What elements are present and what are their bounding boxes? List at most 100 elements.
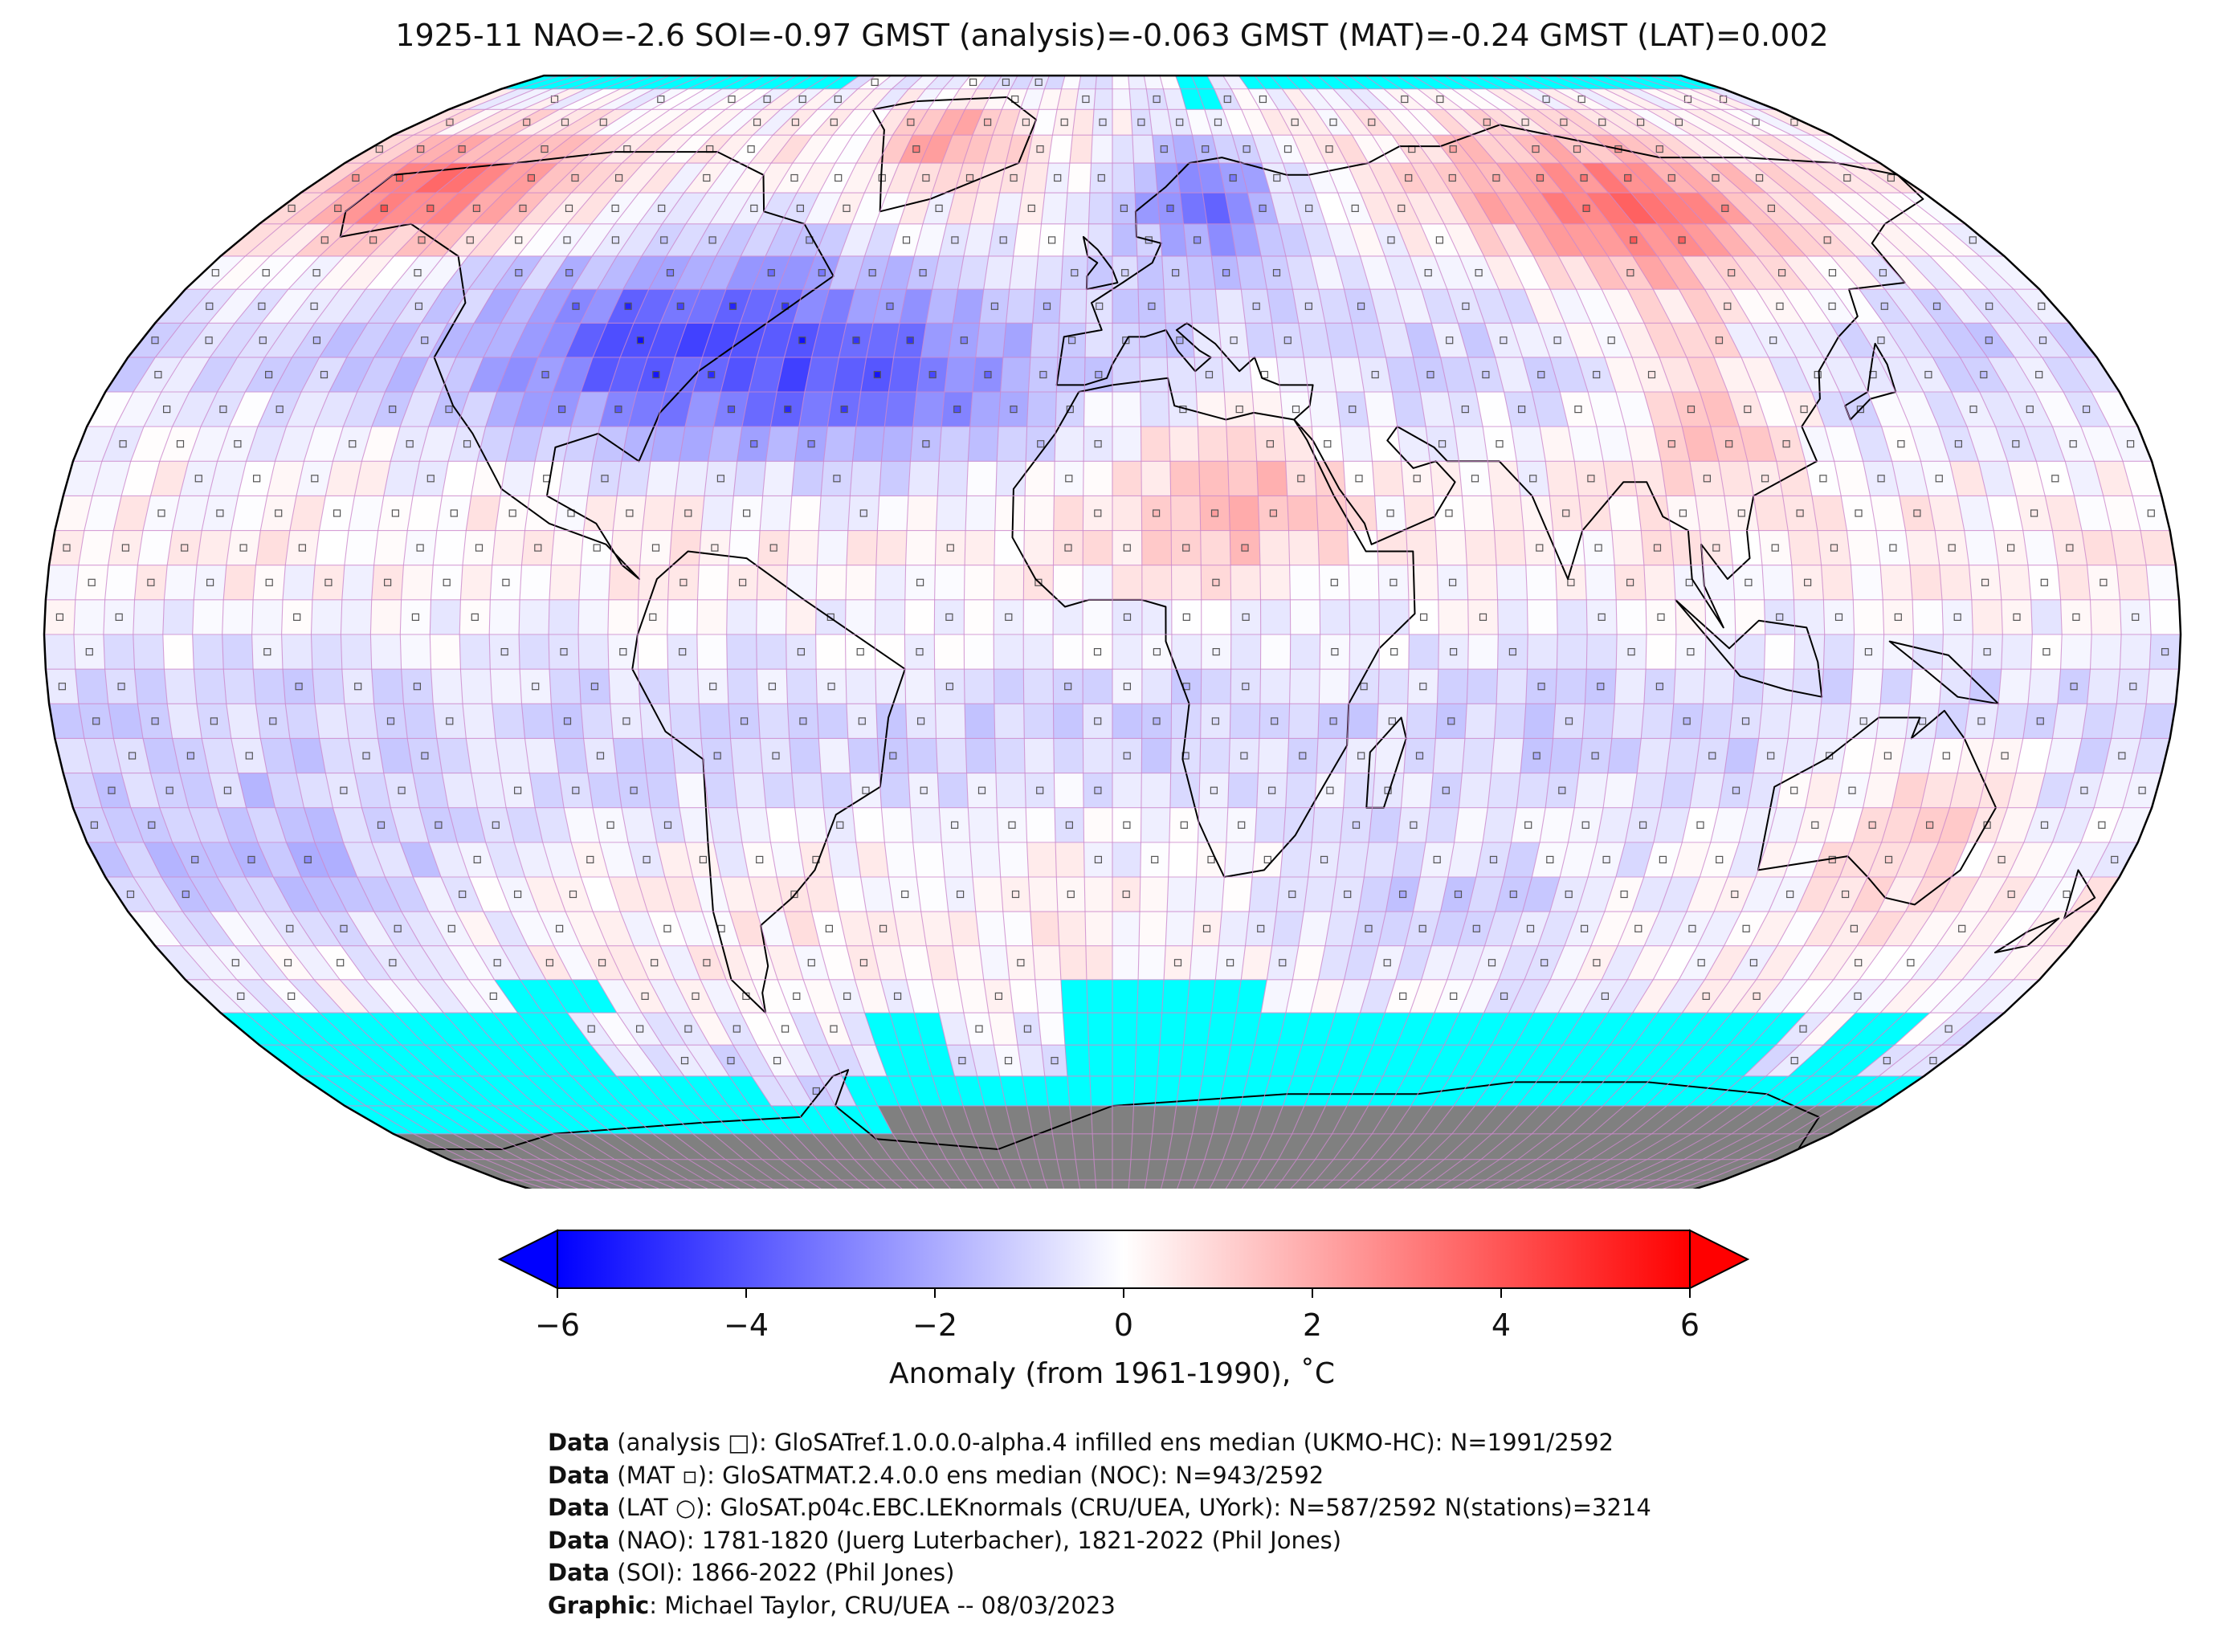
- grid-cell: [1494, 703, 1527, 739]
- analysis-marker: [1634, 924, 1642, 932]
- analysis-marker: [63, 544, 71, 552]
- grid-cell: [875, 668, 906, 704]
- analysis-marker: [641, 992, 649, 1001]
- grid-cell: [1083, 738, 1113, 773]
- grid-cell: [1602, 460, 1638, 496]
- analysis-marker: [1297, 475, 1305, 483]
- analysis-marker: [1542, 95, 1550, 104]
- grid-cell: [969, 391, 1002, 427]
- grid-cell: [1660, 460, 1696, 496]
- analysis-marker: [1259, 95, 1267, 104]
- grid-cell: [1041, 192, 1068, 225]
- analysis-marker: [1761, 475, 1769, 483]
- grid-cell: [255, 530, 291, 566]
- grid-cell: [1169, 773, 1201, 809]
- grid-cell: [1059, 945, 1088, 981]
- grid-cell: [1059, 288, 1088, 324]
- analysis-marker: [1977, 717, 1985, 725]
- grid-cell: [1112, 945, 1140, 981]
- analysis-marker: [1010, 406, 1018, 414]
- grid-cell: [1462, 496, 1495, 531]
- grid-cell: [1083, 807, 1113, 843]
- grid-cell: [845, 599, 876, 635]
- analysis-marker: [1702, 992, 1710, 1001]
- analysis-marker: [1326, 786, 1334, 794]
- grid-cell: [765, 807, 800, 843]
- grid-cell: [1166, 876, 1197, 912]
- grid-cell: [1851, 565, 1883, 601]
- grid-cell: [1112, 979, 1139, 1014]
- analysis-marker: [1487, 959, 1496, 967]
- grid-cell: [1137, 945, 1166, 981]
- grid-cell: [133, 599, 165, 635]
- analysis-marker: [920, 786, 928, 794]
- analysis-marker: [843, 204, 851, 212]
- analysis-marker: [493, 959, 501, 967]
- grid-cell: [1401, 773, 1434, 809]
- grid-cell: [1287, 496, 1319, 531]
- analysis-marker: [1214, 118, 1222, 126]
- analysis-marker: [1752, 118, 1760, 126]
- grid-cell: [964, 668, 995, 704]
- grid-cell: [226, 703, 261, 739]
- analysis-marker: [2132, 613, 2140, 622]
- analysis-marker: [1954, 440, 1962, 448]
- coastline-japan: [1844, 342, 1897, 421]
- grid-cell: [587, 773, 622, 809]
- analysis-marker: [1226, 959, 1234, 967]
- analysis-marker: [1351, 204, 1359, 212]
- analysis-marker: [377, 821, 386, 829]
- grid-cell: [875, 599, 906, 635]
- analysis-marker: [1496, 440, 1504, 448]
- analysis-marker: [1985, 337, 1993, 345]
- grid-cell: [1140, 391, 1170, 427]
- meridian-line: [607, 75, 845, 1189]
- meridian-line: [904, 75, 1002, 1189]
- analysis-marker: [790, 173, 798, 182]
- grid-cell: [1183, 1012, 1212, 1046]
- analysis-marker: [1399, 992, 1407, 1001]
- grid-cell: [1290, 634, 1320, 670]
- analysis-marker: [835, 173, 843, 182]
- grid-cell: [2060, 634, 2092, 670]
- grid-cell: [879, 460, 911, 496]
- analysis-marker: [666, 269, 675, 277]
- analysis-marker: [713, 752, 721, 760]
- grid-cell: [164, 668, 198, 704]
- grid-cell: [1112, 565, 1143, 601]
- analysis-marker: [1553, 337, 1561, 345]
- analysis-marker: [219, 406, 227, 414]
- analysis-marker: [1521, 118, 1529, 126]
- analysis-marker: [652, 370, 660, 379]
- analysis-marker: [1778, 269, 1786, 277]
- grid-cell: [1308, 391, 1341, 427]
- grid-cell: [1289, 565, 1320, 601]
- analysis-marker: [1565, 890, 1573, 899]
- analysis-marker: [234, 440, 242, 448]
- meridian-line: [1380, 75, 1618, 1189]
- grid-cell: [314, 703, 349, 739]
- analysis-marker: [1843, 173, 1851, 182]
- meridian-line: [251, 75, 655, 1189]
- grid-cell: [1092, 1133, 1113, 1160]
- grid-cell: [1229, 703, 1261, 739]
- analysis-marker: [1483, 118, 1491, 126]
- grid-cell: [1053, 703, 1083, 739]
- grid-cell: [1787, 703, 1822, 739]
- grid-cell: [1168, 842, 1198, 878]
- meridian-line: [1475, 75, 1796, 1189]
- grid-cell: [222, 565, 256, 601]
- analysis-marker: [565, 204, 573, 212]
- analysis-marker: [1536, 544, 1544, 552]
- meridian-line: [1412, 75, 1677, 1189]
- grid-cell: [1259, 565, 1291, 601]
- analysis-marker: [658, 204, 666, 212]
- analysis-marker: [186, 752, 194, 760]
- analysis-marker: [1305, 204, 1313, 212]
- grid-cell: [1200, 530, 1231, 566]
- grid-cell: [1112, 75, 1130, 90]
- analysis-marker: [1442, 786, 1450, 794]
- grid-cell: [1159, 223, 1187, 257]
- grid-cell: [1636, 496, 1671, 531]
- analysis-marker: [935, 204, 943, 212]
